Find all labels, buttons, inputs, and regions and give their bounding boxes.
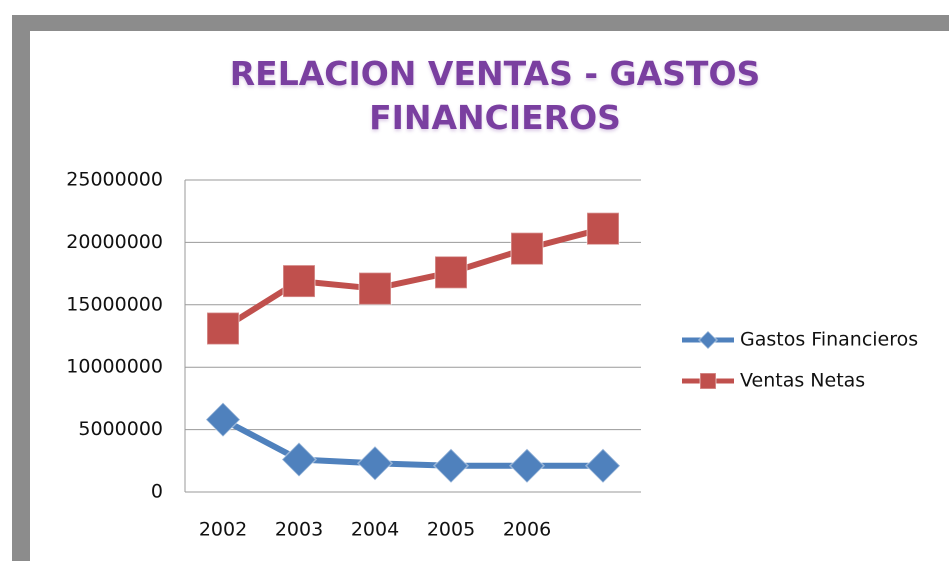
y-tick-label: 0 — [151, 481, 163, 503]
legend-marker — [697, 329, 719, 351]
square-marker — [282, 264, 316, 298]
diamond-marker — [204, 401, 242, 438]
square-marker — [358, 271, 392, 306]
legend-marker — [699, 372, 717, 390]
diamond-marker — [432, 447, 470, 484]
frame-left — [12, 15, 30, 561]
diamond-marker — [584, 447, 622, 484]
x-tick-label: 2005 — [427, 519, 475, 541]
legend-label: Ventas Netas — [740, 370, 865, 392]
square-marker — [510, 231, 544, 266]
diamond-marker — [356, 445, 394, 482]
x-tick-label: 2004 — [351, 519, 399, 541]
legend-label: Gastos Financieros — [740, 329, 918, 351]
frame-top — [12, 15, 949, 31]
y-tick-label: 15000000 — [66, 293, 163, 315]
panel — [30, 31, 949, 561]
chart-title: RELACION VENTAS - GASTOS FINANCIEROS — [229, 54, 761, 137]
square-marker — [586, 211, 620, 246]
square-marker — [206, 311, 240, 346]
y-tick-label: 5000000 — [78, 418, 163, 440]
diamond-marker — [280, 441, 318, 478]
y-tick-label: 20000000 — [66, 231, 163, 253]
square-marker — [434, 255, 468, 290]
x-tick-label: 2003 — [275, 519, 323, 541]
diamond-marker — [508, 447, 546, 484]
x-tick-label: 2002 — [199, 519, 247, 541]
y-tick-label: 10000000 — [66, 356, 163, 378]
x-tick-label: 2006 — [503, 519, 551, 541]
y-tick-label: 25000000 — [66, 169, 163, 191]
